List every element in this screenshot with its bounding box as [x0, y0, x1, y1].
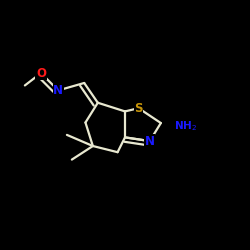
Text: NH$_2$: NH$_2$	[174, 119, 198, 133]
Text: O: O	[36, 66, 46, 80]
Text: N: N	[145, 134, 155, 147]
Text: N: N	[53, 84, 63, 97]
Text: S: S	[134, 102, 143, 115]
